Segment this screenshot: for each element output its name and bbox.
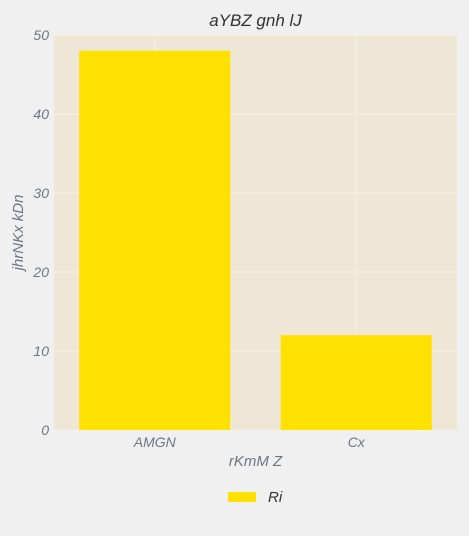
y-tick-label: 40 [33,106,49,122]
y-tick-label: 0 [41,422,49,438]
x-axis-label: rKmM Z [229,453,283,470]
legend: Ri [228,489,283,506]
y-axis-label: jhrNKx kDn [10,195,27,273]
y-tick-label: 30 [33,185,49,201]
y-tick-label: 50 [33,27,49,43]
x-tick-label: AMGN [133,434,177,450]
y-tick-label: 20 [32,264,49,280]
bar-amgn [79,50,231,431]
legend-swatch [228,492,256,502]
x-tick-label: Cx [348,434,366,450]
chart-title: aYBZ gnh lJ [209,11,302,30]
legend-label: Ri [268,489,283,506]
bars [79,50,432,431]
x-axis-ticks: AMGN Cx [133,434,366,450]
y-tick-label: 10 [33,343,49,359]
bar-cx [280,335,432,430]
y-axis-ticks: 0 10 20 30 40 50 [32,27,49,438]
